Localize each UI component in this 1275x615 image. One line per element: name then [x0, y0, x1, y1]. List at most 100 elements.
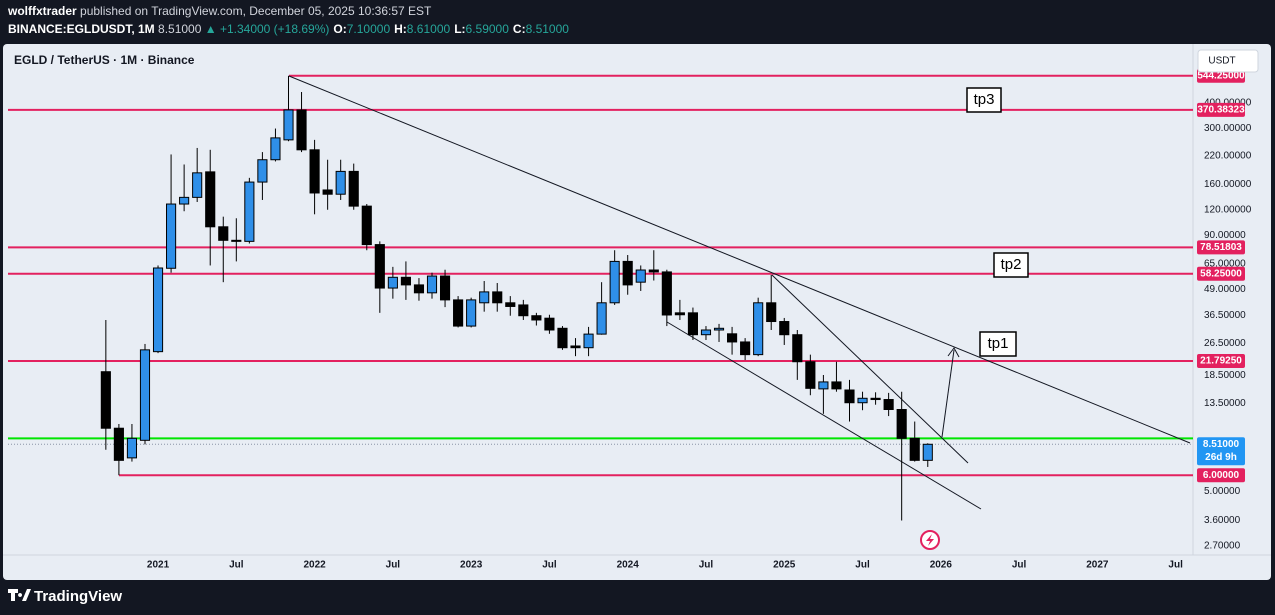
ohlc-value: 8.61000	[407, 22, 451, 36]
candle-body	[753, 302, 764, 356]
x-tick-label: Jul	[1012, 560, 1027, 571]
y-tick-label: 49.00000	[1204, 284, 1246, 295]
y-tick-label: 5.00000	[1204, 486, 1241, 497]
y-tick-label: 2.70000	[1204, 541, 1241, 552]
candle-body	[100, 371, 111, 429]
ohlc-value: 7.10000	[347, 22, 391, 36]
candle-body	[466, 299, 477, 327]
candle-body	[479, 291, 490, 304]
ohlc-key: O:	[333, 22, 346, 36]
level-label-box	[1197, 266, 1245, 281]
x-tick-label: Jul	[542, 560, 557, 571]
candle-body	[387, 276, 398, 289]
candle-body	[283, 109, 294, 141]
brand: TradingView	[34, 588, 122, 605]
candle-body	[113, 427, 124, 461]
annotations: tp3 tp2 tp1	[966, 87, 1029, 357]
candle-body	[231, 239, 242, 242]
annotation: tp2	[1001, 256, 1022, 273]
candle-body	[139, 349, 151, 441]
candle-body	[205, 171, 216, 228]
chart-title: EGLD / TetherUS · 1M · Binance	[14, 53, 195, 67]
candle-body	[439, 275, 451, 301]
drawings	[288, 75, 1191, 510]
level-label-box	[1197, 468, 1245, 483]
candle-body	[635, 269, 646, 283]
ohlc-key: H:	[394, 22, 407, 36]
y-tick-label: 300.00000	[1204, 123, 1252, 134]
candle-body	[570, 345, 581, 349]
annotation-box	[979, 331, 1017, 357]
candle-body	[766, 302, 777, 323]
price: 8.51000	[158, 22, 202, 36]
candle-body	[492, 291, 503, 304]
candle-body	[740, 341, 751, 356]
ohlc-key: C:	[513, 22, 526, 36]
candle-body	[374, 244, 385, 289]
y-tick-label: 36.50000	[1204, 310, 1246, 321]
last-price-label: 8.51000	[1203, 439, 1240, 450]
trend-line	[288, 75, 1191, 444]
candle-body	[309, 149, 320, 194]
candle-body	[505, 302, 516, 307]
candle-body	[361, 205, 372, 246]
candle-body	[713, 327, 725, 331]
candle-body	[648, 269, 659, 273]
candle-body	[557, 327, 568, 349]
candle-body	[700, 329, 712, 336]
header-line-1: wolffxtrader published on TradingView.co…	[7, 4, 432, 18]
candle-body	[218, 226, 229, 241]
x-tick-label: 2021	[147, 560, 170, 571]
author: wolffxtrader	[7, 4, 77, 18]
annotation-box	[993, 252, 1029, 278]
candle-body	[270, 137, 281, 161]
event-icon	[920, 530, 940, 550]
currency: USDT	[1208, 56, 1235, 67]
ohlc-value: 8.51000	[526, 22, 570, 36]
symbol: BINANCE:EGLDUSDT, 1M	[8, 22, 155, 36]
candle-body	[609, 260, 620, 304]
ohlc-key: L:	[454, 22, 465, 36]
x-tick-label: 2023	[460, 560, 483, 571]
candle-body	[661, 271, 672, 316]
candle-body	[544, 317, 555, 331]
y-tick-label: 3.60000	[1204, 515, 1241, 526]
y-tick-label: 18.50000	[1204, 370, 1246, 381]
y-tick-label: 120.00000	[1204, 204, 1252, 215]
x-tick-label: Jul	[229, 560, 244, 571]
candle-body	[322, 189, 333, 195]
x-tick-label: 2022	[303, 560, 326, 571]
candle-body	[583, 333, 594, 349]
candle-body	[844, 389, 855, 404]
published: published on TradingView.com, December 0…	[80, 4, 432, 18]
y-tick-label: 13.50000	[1204, 398, 1246, 409]
level-label: 21.79250	[1200, 356, 1242, 367]
candle-body	[896, 408, 907, 439]
chart-pane	[3, 44, 1271, 580]
annotation-box	[966, 87, 1002, 113]
x-tick-label: 2024	[617, 560, 640, 571]
level-label: 58.25000	[1200, 268, 1242, 279]
candle-body	[453, 299, 464, 327]
candle-body	[727, 333, 738, 343]
candle-body	[518, 304, 529, 317]
countdown: 26d 9h	[1205, 452, 1237, 463]
ohlc-value: 6.59000	[466, 22, 510, 36]
y-tick-label: 65.00000	[1204, 259, 1246, 270]
candle-body	[152, 267, 164, 353]
candle-body	[192, 172, 203, 198]
level-label: 544.25000	[1197, 70, 1245, 81]
annotation: tp3	[974, 91, 995, 108]
candle-body	[779, 321, 790, 336]
y-tick-label: 90.00000	[1204, 230, 1246, 241]
level-label: 6.00000	[1203, 470, 1240, 481]
candle-body	[531, 315, 542, 321]
candles	[100, 75, 933, 521]
candle-body	[805, 361, 816, 389]
candle-body	[622, 260, 633, 286]
levels	[8, 74, 1193, 477]
trend-line	[771, 274, 969, 464]
x-tick-label: Jul	[1168, 560, 1183, 571]
